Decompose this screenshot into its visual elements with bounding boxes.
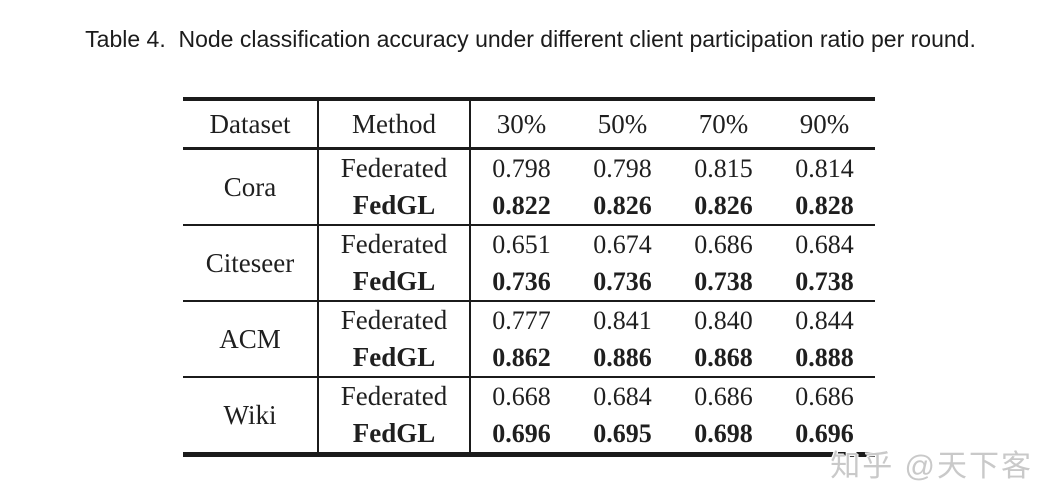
accuracy-value: 0.862: [492, 342, 551, 372]
accuracy-value: 0.686: [795, 381, 854, 411]
method-name: FedGL: [318, 339, 471, 377]
group-cora: Cora Federated 0.798 0.798 0.815 0.814 F…: [183, 148, 875, 225]
method-name: Federated: [318, 377, 471, 415]
accuracy-value: 0.844: [795, 305, 854, 335]
accuracy-value: 0.686: [694, 229, 753, 259]
accuracy-value: 0.686: [694, 381, 753, 411]
method-name: FedGL: [318, 187, 471, 225]
table-row: FedGL 0.822 0.826 0.826 0.828: [183, 187, 875, 225]
table-row: FedGL 0.696 0.695 0.698 0.696: [183, 415, 875, 455]
col-header-70pct: 70%: [673, 99, 774, 150]
dataset-name: Wiki: [183, 377, 319, 455]
method-name: Federated: [318, 148, 471, 187]
accuracy-value: 0.886: [593, 342, 652, 372]
accuracy-value: 0.798: [492, 153, 551, 183]
table-caption: Table 4. Node classification accuracy un…: [85, 26, 976, 52]
accuracy-value: 0.814: [795, 153, 854, 183]
group-acm: ACM Federated 0.777 0.841 0.840 0.844 Fe…: [183, 301, 875, 377]
accuracy-value: 0.736: [492, 266, 551, 296]
method-name: Federated: [318, 225, 471, 263]
accuracy-value: 0.668: [492, 381, 551, 411]
method-name: FedGL: [318, 415, 471, 455]
accuracy-value: 0.738: [694, 266, 753, 296]
table-row: Wiki Federated 0.668 0.684 0.686 0.686: [183, 377, 875, 455]
col-header-30pct: 30%: [470, 99, 572, 150]
accuracy-value: 0.822: [492, 190, 551, 220]
dataset-name: Cora: [183, 148, 319, 225]
col-header-dataset: Dataset: [183, 99, 319, 150]
accuracy-table: Dataset Method 30% 50% 70% 90% Cora Fede…: [183, 97, 875, 457]
table-row: FedGL 0.862 0.886 0.868 0.888: [183, 339, 875, 377]
table-row: Cora Federated 0.798 0.798 0.815 0.814: [183, 148, 875, 225]
dataset-name: ACM: [183, 301, 319, 377]
table-row: Citeseer Federated 0.651 0.674 0.686 0.6…: [183, 225, 875, 301]
accuracy-value: 0.738: [795, 266, 854, 296]
accuracy-value: 0.651: [492, 229, 551, 259]
accuracy-value: 0.888: [795, 342, 854, 372]
table-row: FedGL 0.736 0.736 0.738 0.738: [183, 263, 875, 301]
zhihu-watermark: 知乎 @天下客: [830, 450, 1033, 483]
table-header: Dataset Method 30% 50% 70% 90%: [183, 99, 875, 150]
accuracy-value: 0.828: [795, 190, 854, 220]
group-citeseer: Citeseer Federated 0.651 0.674 0.686 0.6…: [183, 225, 875, 301]
accuracy-value: 0.736: [593, 266, 652, 296]
accuracy-value: 0.798: [593, 153, 652, 183]
accuracy-value: 0.777: [492, 305, 551, 335]
accuracy-value: 0.868: [694, 342, 753, 372]
accuracy-value: 0.684: [593, 381, 652, 411]
method-name: FedGL: [318, 263, 471, 301]
accuracy-value: 0.674: [593, 229, 652, 259]
col-header-method: Method: [318, 99, 471, 150]
col-header-50pct: 50%: [572, 99, 673, 150]
col-header-90pct: 90%: [774, 99, 875, 150]
accuracy-value: 0.696: [795, 418, 854, 448]
accuracy-value: 0.826: [593, 190, 652, 220]
accuracy-value: 0.684: [795, 229, 854, 259]
accuracy-value: 0.695: [593, 418, 652, 448]
header-row: Dataset Method 30% 50% 70% 90%: [183, 99, 875, 150]
accuracy-value: 0.696: [492, 418, 551, 448]
accuracy-value: 0.840: [694, 305, 753, 335]
accuracy-value: 0.841: [593, 305, 652, 335]
accuracy-value: 0.826: [694, 190, 753, 220]
group-wiki: Wiki Federated 0.668 0.684 0.686 0.686 F…: [183, 377, 875, 455]
method-name: Federated: [318, 301, 471, 339]
table-row: ACM Federated 0.777 0.841 0.840 0.844: [183, 301, 875, 377]
dataset-name: Citeseer: [183, 225, 319, 301]
accuracy-value: 0.815: [694, 153, 753, 183]
accuracy-value: 0.698: [694, 418, 753, 448]
